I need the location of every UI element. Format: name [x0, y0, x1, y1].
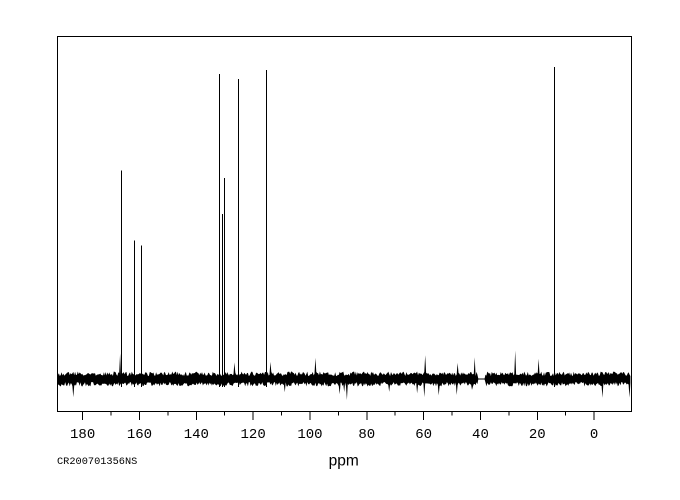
svg-text:180: 180 — [70, 427, 95, 443]
svg-text:80: 80 — [358, 427, 375, 443]
svg-text:60: 60 — [415, 427, 432, 443]
svg-text:CR200701356NS: CR200701356NS — [57, 456, 137, 468]
svg-text:140: 140 — [184, 427, 209, 443]
svg-text:100: 100 — [297, 427, 322, 443]
svg-text:ppm: ppm — [329, 452, 359, 469]
svg-text:40: 40 — [472, 427, 489, 443]
svg-text:160: 160 — [127, 427, 152, 443]
svg-text:120: 120 — [241, 427, 266, 443]
svg-text:0: 0 — [590, 427, 598, 443]
svg-text:20: 20 — [529, 427, 546, 443]
